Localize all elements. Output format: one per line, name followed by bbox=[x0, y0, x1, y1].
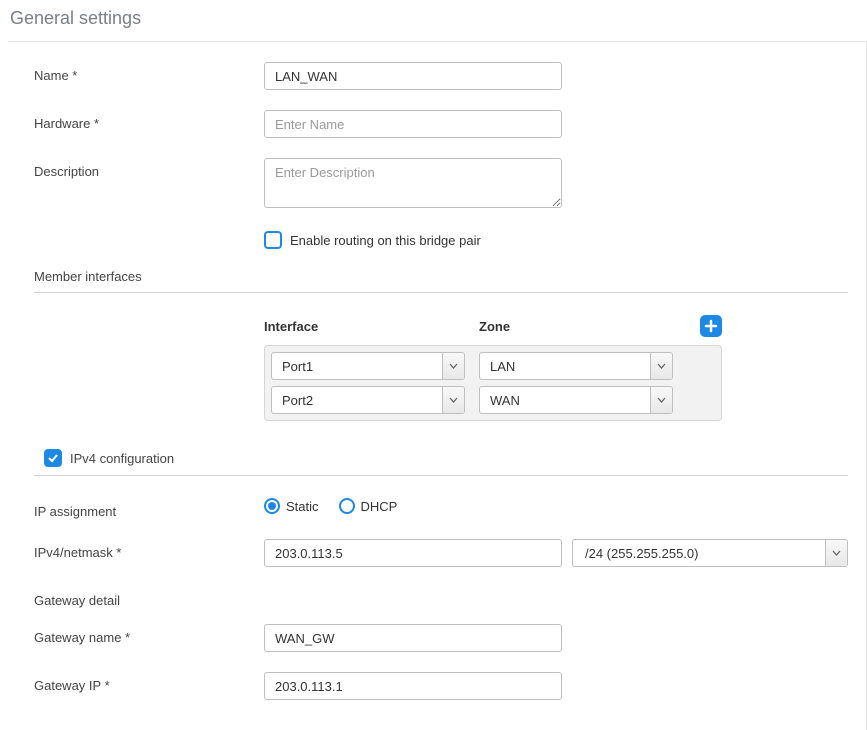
gateway-ip-label: Gateway IP * bbox=[34, 672, 264, 693]
chevron-down-icon bbox=[825, 540, 847, 566]
hardware-input[interactable] bbox=[264, 110, 562, 138]
interface-select[interactable]: Port1 bbox=[271, 352, 465, 380]
interface-select[interactable]: Port2 bbox=[271, 386, 465, 414]
interface-column-header: Interface bbox=[264, 319, 479, 334]
description-input[interactable] bbox=[264, 158, 562, 208]
add-interface-button[interactable] bbox=[700, 315, 722, 337]
interface-row: Port1 LAN bbox=[271, 352, 715, 380]
hardware-label: Hardware * bbox=[34, 110, 264, 131]
radio-label: Static bbox=[286, 499, 319, 514]
ipv4-config-label: IPv4 configuration bbox=[70, 451, 174, 466]
ip-assignment-dhcp-radio[interactable]: DHCP bbox=[339, 498, 398, 514]
zone-select-value: WAN bbox=[490, 393, 520, 408]
chevron-down-icon bbox=[442, 353, 464, 379]
zone-select[interactable]: LAN bbox=[479, 352, 673, 380]
interface-select-value: Port1 bbox=[282, 359, 313, 374]
enable-routing-checkbox[interactable] bbox=[264, 231, 282, 249]
netmask-select[interactable]: /24 (255.255.255.0) bbox=[572, 539, 848, 567]
zone-select-value: LAN bbox=[490, 359, 515, 374]
chevron-down-icon bbox=[650, 353, 672, 379]
ipv4-address-input[interactable] bbox=[264, 539, 562, 567]
settings-panel: Name * Hardware * Description Enable rou… bbox=[8, 41, 867, 730]
ip-assignment-label: IP assignment bbox=[34, 498, 264, 519]
gateway-name-input[interactable] bbox=[264, 624, 562, 652]
netmask-value: /24 (255.255.255.0) bbox=[585, 546, 698, 561]
page-title: General settings bbox=[0, 0, 867, 41]
member-interfaces-block: Interface Zone Port1 LAN Port2 bbox=[264, 315, 722, 421]
description-label: Description bbox=[34, 158, 264, 179]
radio-icon bbox=[339, 498, 355, 514]
name-label: Name * bbox=[34, 62, 264, 83]
ipv4-netmask-label: IPv4/netmask * bbox=[34, 539, 264, 560]
zone-select[interactable]: WAN bbox=[479, 386, 673, 414]
radio-icon bbox=[264, 498, 280, 514]
name-input[interactable] bbox=[264, 62, 562, 90]
zone-column-header: Zone bbox=[479, 319, 700, 334]
interface-row: Port2 WAN bbox=[271, 386, 715, 414]
interface-select-value: Port2 bbox=[282, 393, 313, 408]
enable-routing-label: Enable routing on this bridge pair bbox=[290, 233, 481, 248]
chevron-down-icon bbox=[442, 387, 464, 413]
gateway-ip-input[interactable] bbox=[264, 672, 562, 700]
ip-assignment-static-radio[interactable]: Static bbox=[264, 498, 319, 514]
gateway-detail-label: Gateway detail bbox=[34, 587, 264, 608]
ipv4-config-header: IPv4 configuration bbox=[34, 449, 848, 476]
chevron-down-icon bbox=[650, 387, 672, 413]
radio-label: DHCP bbox=[361, 499, 398, 514]
gateway-name-label: Gateway name * bbox=[34, 624, 264, 645]
ipv4-config-checkbox[interactable] bbox=[44, 449, 62, 467]
member-interfaces-header: Member interfaces bbox=[34, 269, 848, 293]
